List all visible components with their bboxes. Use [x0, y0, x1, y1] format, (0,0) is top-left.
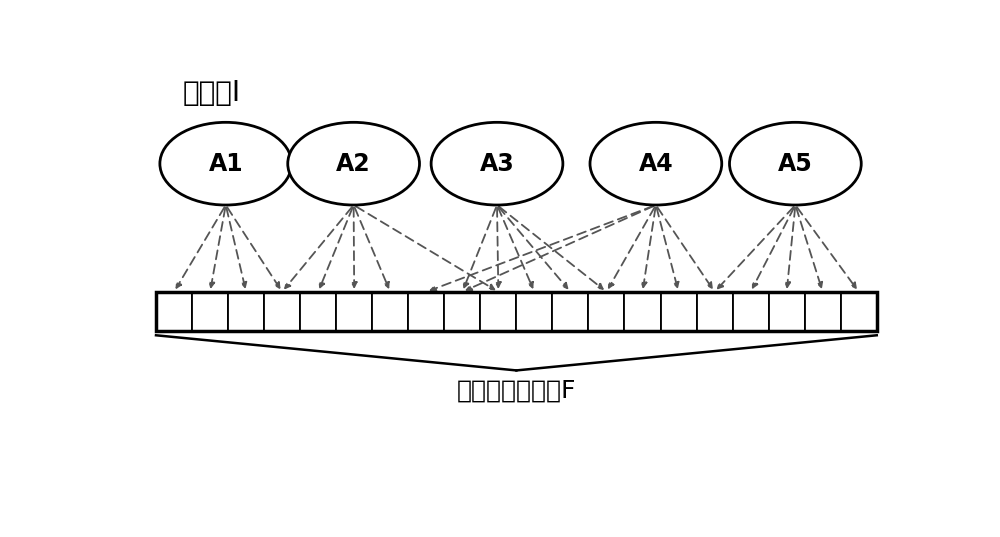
- Bar: [588, 292, 624, 331]
- Bar: [480, 292, 516, 331]
- Bar: [552, 292, 588, 331]
- Text: A4: A4: [639, 151, 673, 176]
- Text: A3: A3: [480, 151, 514, 176]
- Bar: [805, 292, 841, 331]
- Text: 告警故障原因集F: 告警故障原因集F: [457, 379, 576, 403]
- Bar: [228, 292, 264, 331]
- Ellipse shape: [288, 122, 420, 205]
- Bar: [192, 292, 228, 331]
- Bar: [769, 292, 805, 331]
- Bar: [841, 292, 877, 331]
- Bar: [264, 292, 300, 331]
- Bar: [516, 292, 552, 331]
- Bar: [444, 292, 480, 331]
- Bar: [336, 292, 372, 331]
- Bar: [697, 292, 733, 331]
- Text: 告警集I: 告警集I: [183, 79, 241, 107]
- Bar: [300, 292, 336, 331]
- Text: A1: A1: [208, 151, 243, 176]
- Bar: [156, 292, 192, 331]
- Ellipse shape: [730, 122, 861, 205]
- Bar: [624, 292, 661, 331]
- Text: A5: A5: [778, 151, 813, 176]
- Bar: [661, 292, 697, 331]
- Text: A2: A2: [336, 151, 371, 176]
- Bar: [408, 292, 444, 331]
- Bar: [372, 292, 408, 331]
- Ellipse shape: [431, 122, 563, 205]
- Ellipse shape: [590, 122, 722, 205]
- Bar: [733, 292, 769, 331]
- Bar: [156, 292, 877, 331]
- Ellipse shape: [160, 122, 292, 205]
